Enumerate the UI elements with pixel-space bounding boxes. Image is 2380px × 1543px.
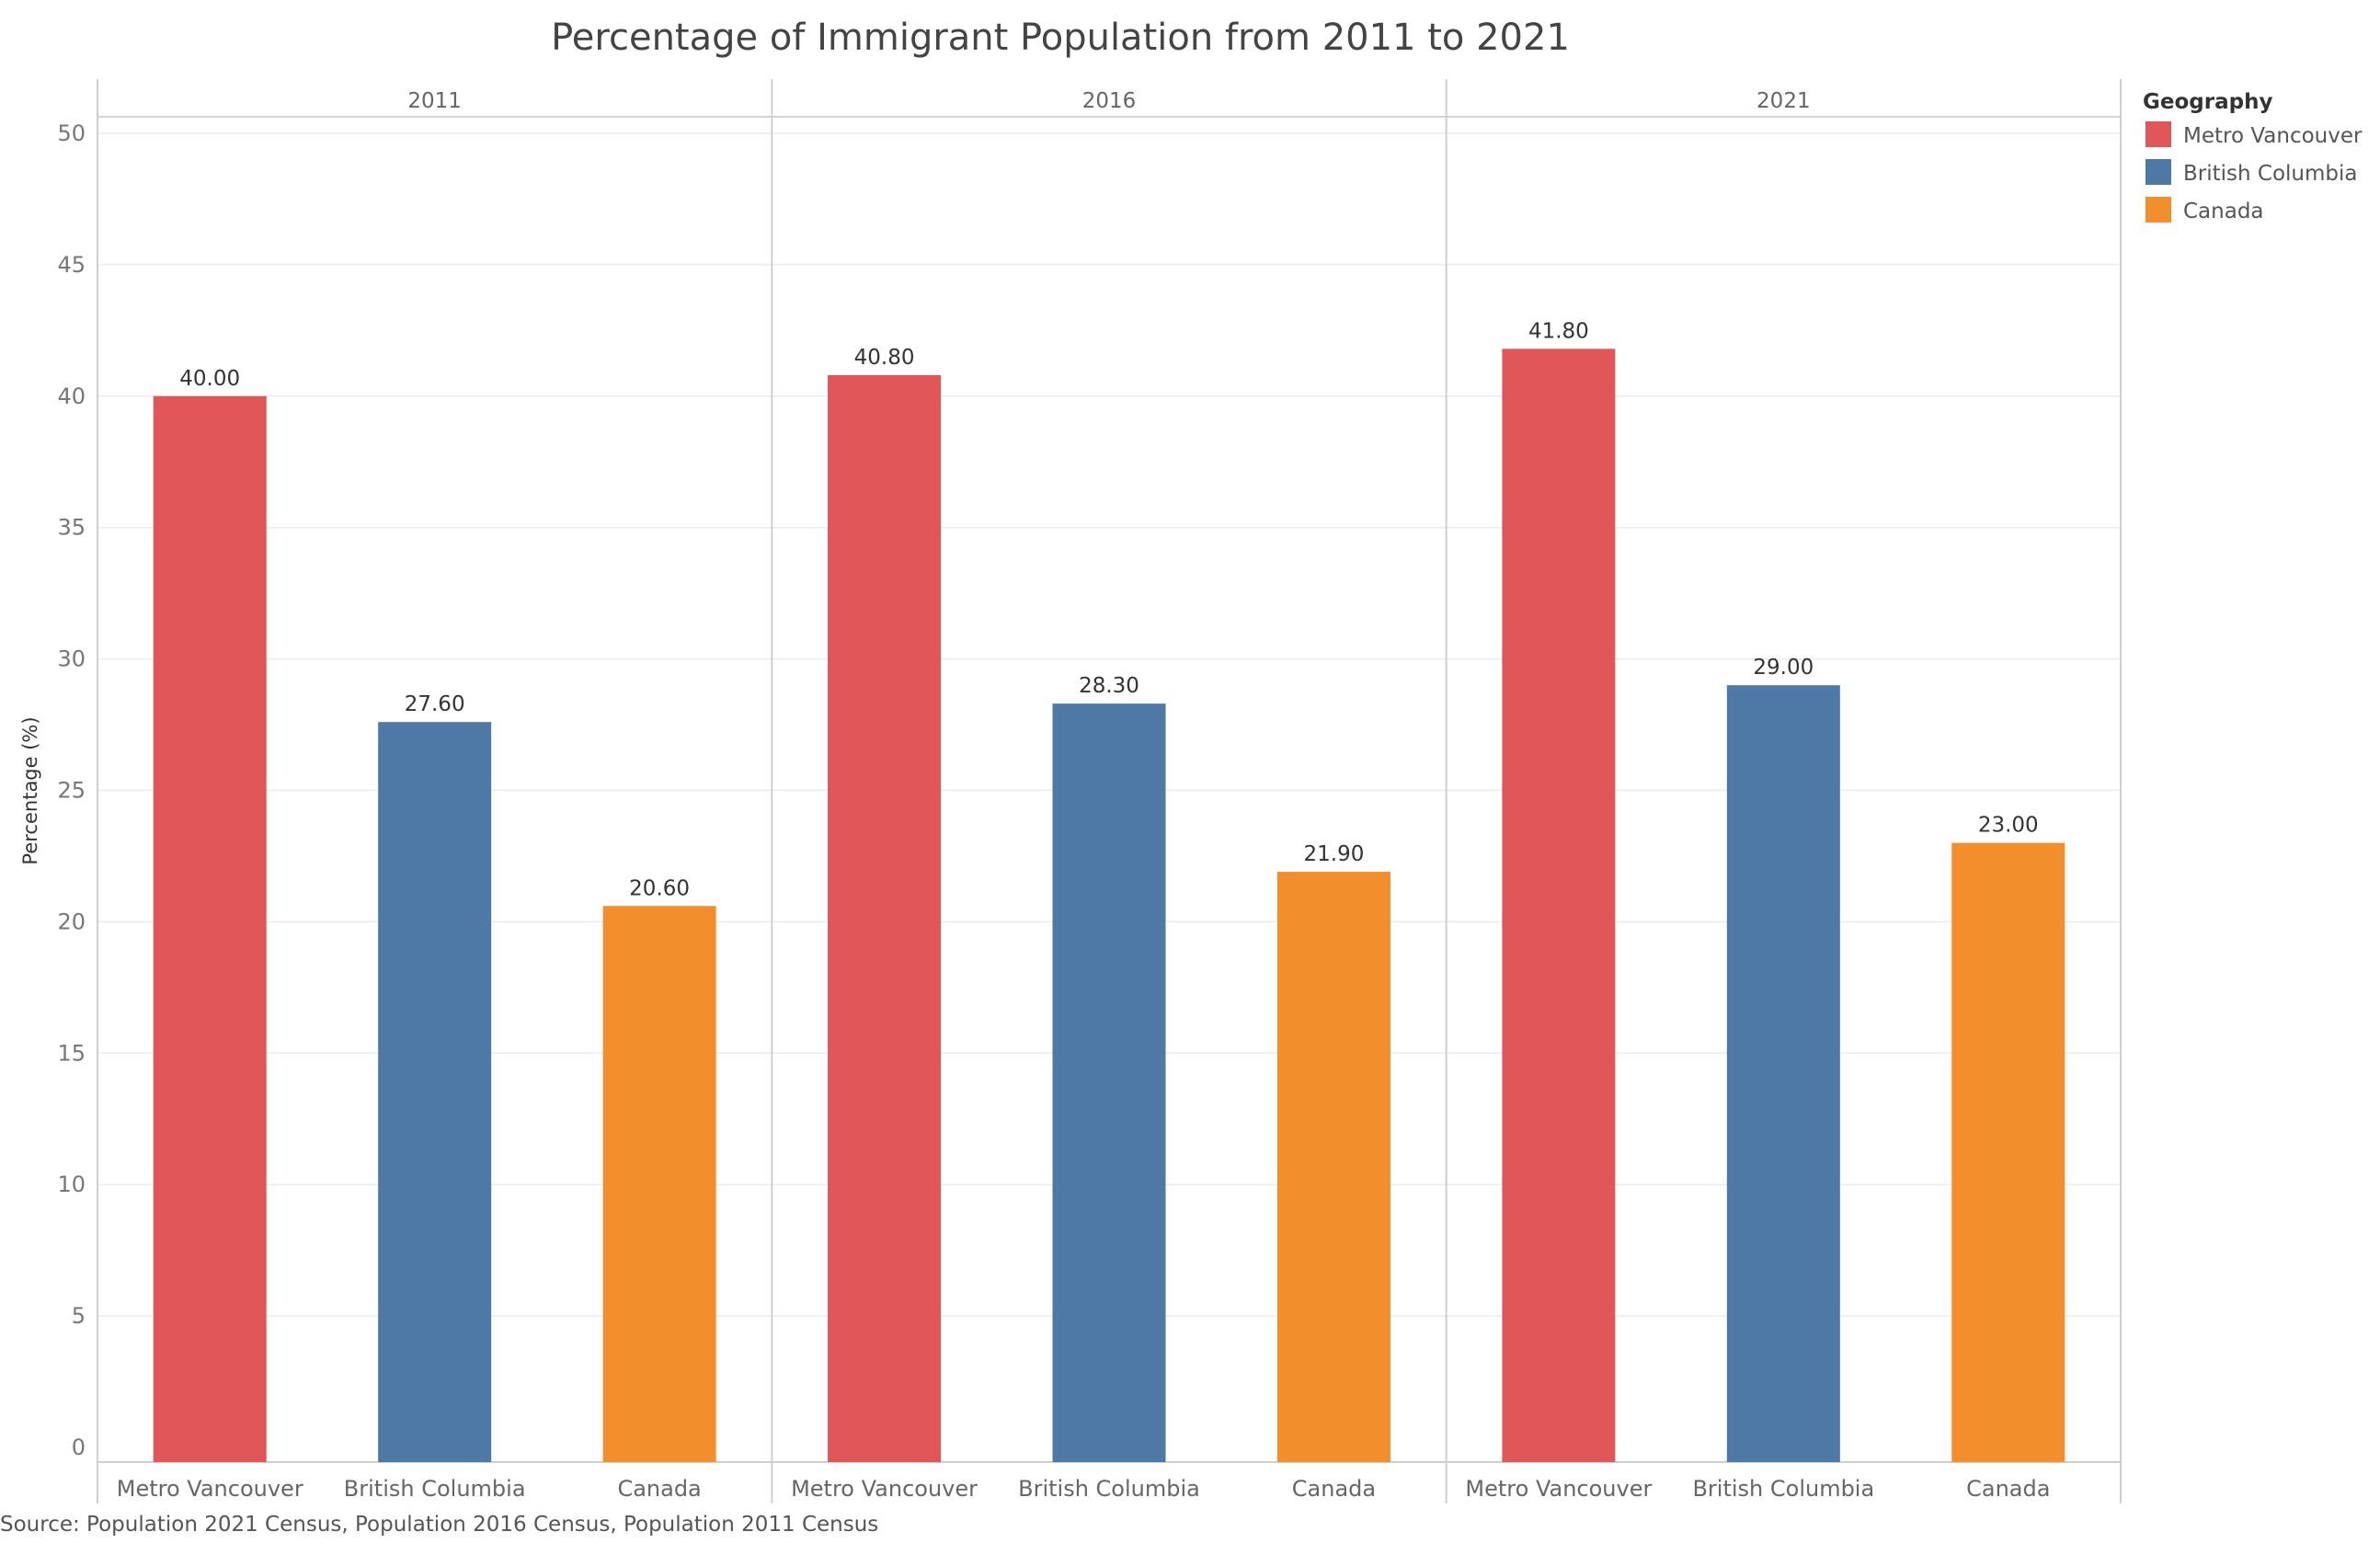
bar-2011-canada xyxy=(602,906,716,1462)
y-tick-label-10: 10 xyxy=(57,1172,86,1197)
chart-title: Percentage of Immigrant Population from … xyxy=(551,17,1570,59)
data-label-2011-canada: 20.60 xyxy=(629,876,690,900)
data-label-2021-british-columbia: 29.00 xyxy=(1753,656,1814,680)
legend-title: Geography xyxy=(2143,90,2272,114)
facet-label-2016: 2016 xyxy=(1082,89,1137,113)
data-label-2016-british-columbia: 28.30 xyxy=(1079,674,1139,698)
legend-swatch-metro-vancouver xyxy=(2145,121,2171,147)
x-tick-label-2011-british-columbia: British Columbia xyxy=(344,1476,526,1502)
data-label-2016-metro-vancouver: 40.80 xyxy=(854,346,915,370)
x-tick-label-2016-canada: Canada xyxy=(1292,1476,1376,1502)
legend-swatch-canada xyxy=(2145,197,2171,223)
bar-2011-british-columbia xyxy=(378,722,492,1462)
facet-label-2011: 2011 xyxy=(407,89,462,113)
legend-label-metro-vancouver: Metro Vancouver xyxy=(2183,124,2363,148)
bar-2016-metro-vancouver xyxy=(828,374,942,1462)
data-label-2021-metro-vancouver: 41.80 xyxy=(1528,319,1589,343)
y-tick-label-40: 40 xyxy=(57,383,86,409)
bar-2011-metro-vancouver xyxy=(153,395,267,1462)
y-tick-label-0: 0 xyxy=(72,1434,86,1460)
y-tick-label-50: 50 xyxy=(57,120,86,146)
data-label-2011-british-columbia: 27.60 xyxy=(405,692,465,716)
legend-swatch-british-columbia xyxy=(2145,159,2171,185)
y-axis-label: Percentage (%) xyxy=(19,716,41,864)
x-tick-label-2021-british-columbia: British Columbia xyxy=(1692,1476,1874,1502)
bar-2021-canada xyxy=(1951,842,2065,1462)
data-label-2016-canada: 21.90 xyxy=(1304,842,1365,866)
x-tick-label-2011-canada: Canada xyxy=(617,1476,701,1502)
x-tick-label-2021-canada: Canada xyxy=(1966,1476,2050,1502)
x-tick-label-2016-british-columbia: British Columbia xyxy=(1018,1476,1200,1502)
x-tick-label-2016-metro-vancouver: Metro Vancouver xyxy=(791,1476,978,1502)
bar-2021-british-columbia xyxy=(1726,685,1840,1462)
y-tick-label-20: 20 xyxy=(57,909,86,934)
facet-label-2021: 2021 xyxy=(1756,89,1811,113)
y-tick-label-30: 30 xyxy=(57,646,86,672)
data-label-2021-canada: 23.00 xyxy=(1978,814,2039,838)
legend-label-british-columbia: British Columbia xyxy=(2183,162,2358,186)
bar-2016-british-columbia xyxy=(1052,703,1166,1462)
y-tick-label-45: 45 xyxy=(57,252,86,278)
y-tick-label-25: 25 xyxy=(57,778,86,804)
bar-2016-canada xyxy=(1276,872,1390,1462)
y-tick-label-5: 5 xyxy=(72,1303,86,1329)
legend-label-canada: Canada xyxy=(2183,200,2264,223)
data-label-2011-metro-vancouver: 40.00 xyxy=(179,367,240,391)
x-tick-label-2011-metro-vancouver: Metro Vancouver xyxy=(117,1476,303,1502)
y-tick-label-35: 35 xyxy=(57,515,86,541)
x-tick-label-2021-metro-vancouver: Metro Vancouver xyxy=(1465,1476,1652,1502)
bar-2021-metro-vancouver xyxy=(1502,349,1616,1463)
y-tick-label-15: 15 xyxy=(57,1040,86,1066)
source-note: Source: Population 2021 Census, Populati… xyxy=(0,1513,878,1537)
